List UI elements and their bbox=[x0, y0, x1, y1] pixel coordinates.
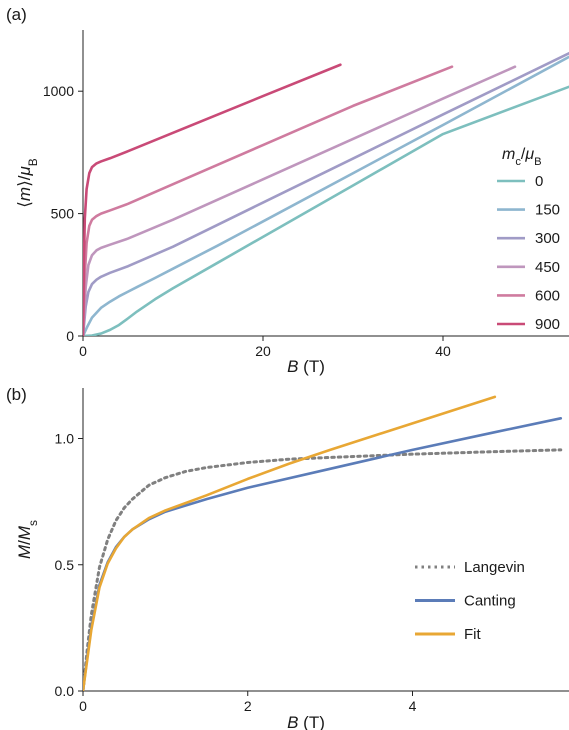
legend-title: mc/μB bbox=[502, 146, 542, 168]
series-line-langevin bbox=[83, 448, 563, 691]
legend-entry-label: 900 bbox=[535, 316, 560, 333]
legend: Langevin Canting Fit bbox=[415, 559, 525, 643]
legend: mc/μB 0 150 300 450 600 900 bbox=[497, 146, 560, 333]
y-tick-label: 0 bbox=[66, 328, 74, 344]
x-tick-label: 0 bbox=[79, 343, 87, 359]
panel-label: (b) bbox=[6, 385, 27, 404]
series-line-450 bbox=[83, 65, 517, 336]
y-axis-label: ⟨m⟩/μB bbox=[15, 158, 40, 208]
legend-entry-label: Fit bbox=[464, 626, 481, 643]
y-tick-label: 1.0 bbox=[55, 431, 75, 447]
legend-entry-label: 150 bbox=[535, 202, 560, 219]
legend-entry-label: Canting bbox=[464, 593, 516, 610]
chart-panel-a: (a) 0 20 40 0 500 1000 B (T) ⟨m⟩/μB mc/μB 0 150 300 4… bbox=[6, 5, 569, 376]
x-axis-label: B (T) bbox=[287, 357, 325, 376]
legend-entry-label: 0 bbox=[535, 173, 543, 190]
y-axis-label: M/Ms bbox=[15, 520, 40, 559]
y-tick-label: 1000 bbox=[43, 83, 74, 99]
x-tick-label: 0 bbox=[79, 698, 87, 714]
x-tick-label: 40 bbox=[435, 343, 451, 359]
series-line-300 bbox=[83, 51, 569, 336]
y-tick-label: 0.0 bbox=[55, 683, 75, 699]
series-line-600 bbox=[83, 65, 454, 336]
y-tick-label: 500 bbox=[51, 206, 75, 222]
chart-panel-b: (b) 0 2 4 0.0 0.5 1.0 B (T) M/Ms Langevin Canting F… bbox=[6, 385, 569, 730]
series-line-0 bbox=[83, 85, 569, 336]
series-line-fit bbox=[83, 395, 497, 691]
x-axis-label: B (T) bbox=[287, 713, 325, 730]
y-tick-label: 0.5 bbox=[55, 557, 75, 573]
series-line-150 bbox=[83, 55, 569, 336]
panel-label: (a) bbox=[6, 5, 27, 24]
legend-entry-label: 450 bbox=[535, 259, 560, 276]
series-line-900 bbox=[83, 63, 342, 336]
legend-entry-label: 600 bbox=[535, 287, 560, 304]
legend-entry-label: 300 bbox=[535, 230, 560, 247]
x-tick-label: 4 bbox=[409, 698, 417, 714]
x-tick-label: 2 bbox=[244, 698, 252, 714]
legend-entry-label: Langevin bbox=[464, 559, 525, 576]
series-line-canting bbox=[83, 417, 563, 691]
x-tick-label: 20 bbox=[255, 343, 271, 359]
